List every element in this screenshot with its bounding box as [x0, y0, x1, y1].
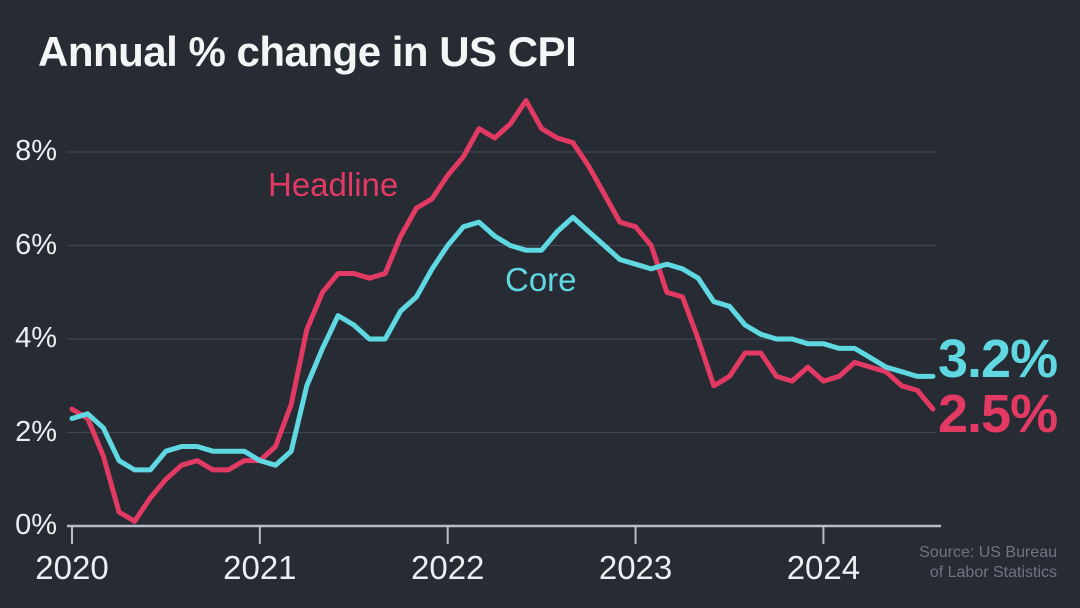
headline-line [69, 98, 936, 524]
core-series-label: Core [505, 261, 577, 298]
chart-title: Annual % change in US CPI [38, 28, 577, 75]
x-axis-tick-label: 2021 [223, 549, 297, 586]
x-axis-tick-label: 2020 [35, 549, 109, 586]
y-axis-tick-label: 2% [15, 415, 57, 448]
y-axis-tick-label: 0% [15, 508, 57, 541]
source-attribution: Source: US Bureau of Labor Statistics [919, 543, 1057, 583]
headline-latest-value: 2.5% [938, 384, 1058, 444]
x-axis-tick-label: 2023 [598, 549, 673, 586]
core-line [69, 214, 936, 473]
headline-series-label: Headline [268, 166, 399, 203]
core-latest-value: 3.2% [938, 329, 1058, 389]
y-axis-tick-label: 8% [15, 134, 57, 167]
x-axis-tick-label: 2022 [410, 549, 485, 586]
x-axis-tick-label: 2024 [786, 549, 861, 586]
source-line-1: Source: US Bureau [919, 544, 1057, 561]
y-axis-tick-label: 6% [15, 228, 57, 261]
source-line-2: of Labor Statistics [929, 564, 1057, 581]
y-axis-tick-label: 4% [15, 321, 57, 354]
